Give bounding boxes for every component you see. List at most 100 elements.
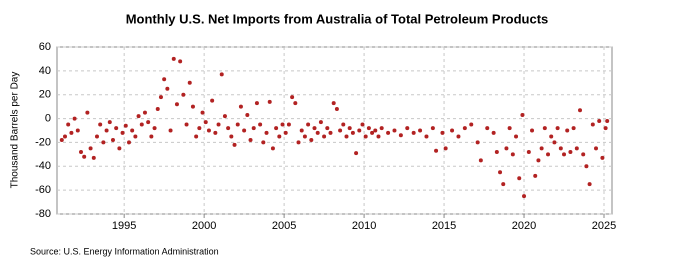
data-point [264,130,269,135]
data-point [373,128,378,133]
data-point [139,122,144,127]
y-tick-label: 40 [39,65,51,77]
data-point [315,130,320,135]
data-point [450,128,455,133]
data-point [178,59,183,64]
data-point [270,146,275,151]
data-point [571,126,576,131]
x-tick-label: 2005 [272,220,296,232]
data-point [94,134,99,139]
data-point [216,122,221,127]
data-point [334,107,339,112]
data-point [283,130,288,135]
data-point [238,104,243,109]
x-tick-label: 2015 [432,220,456,232]
data-point [290,95,295,100]
data-point [62,134,67,139]
data-point [242,128,247,133]
data-point [171,56,176,61]
data-point [155,107,160,112]
data-point [181,92,186,97]
data-point [200,110,205,115]
data-point [114,126,119,131]
data-point [210,98,215,103]
data-point [235,122,240,127]
data-point [75,128,80,133]
data-point [504,146,509,151]
data-point [555,126,560,131]
data-point [318,120,323,125]
y-tick-label: 60 [39,41,51,53]
data-point [341,122,346,127]
data-point [434,148,439,153]
data-point [66,122,71,127]
data-point [494,149,499,154]
data-point [229,134,234,139]
data-point [222,114,227,119]
data-point [187,80,192,85]
data-point [539,146,544,151]
data-point [168,128,173,133]
data-point [91,155,96,160]
data-point [312,126,317,131]
data-point [136,114,141,119]
data-point [162,77,167,82]
data-point [552,140,557,145]
data-point [203,120,208,125]
data-point [574,146,579,151]
data-point [514,134,519,139]
data-point [248,138,253,143]
data-point [254,101,259,106]
data-point [469,122,474,127]
data-point [232,142,237,147]
data-point [522,194,527,199]
data-point [274,126,279,131]
chart-title: Monthly U.S. Net Imports from Australia … [126,11,549,26]
data-point [98,122,103,127]
data-point [350,130,355,135]
data-point [226,126,231,131]
data-point [158,95,163,100]
data-point [59,138,64,143]
data-point [357,128,362,133]
y-tick-label: 20 [39,89,51,101]
data-point [398,133,403,138]
data-point [194,134,199,139]
data-point [360,122,365,127]
data-point [478,158,483,163]
data-point [542,126,547,131]
data-point [197,126,202,131]
data-point [418,128,423,133]
data-point [475,140,480,145]
data-point [370,130,375,135]
data-point [530,128,535,133]
data-point [366,126,371,131]
data-point [107,120,112,125]
x-tick-label: 2025 [592,220,616,232]
data-point [526,149,531,154]
data-point [605,118,610,123]
data-point [184,122,189,127]
source-note: Source: U.S. Energy Information Administ… [30,246,219,256]
data-point [146,120,151,125]
data-point [280,122,285,127]
data-point [424,134,429,139]
data-point [206,128,211,133]
data-point [258,122,263,127]
data-point [110,138,115,143]
data-point [152,126,157,131]
data-point [126,140,131,145]
data-point [590,122,595,127]
data-point [386,130,391,135]
data-point [498,170,503,175]
data-point [344,134,349,139]
data-point [517,176,522,181]
data-point [533,173,538,178]
data-point [491,130,496,135]
plot-frame [56,46,613,215]
data-point [594,146,599,151]
x-tick-label: 2010 [352,220,376,232]
data-point [462,126,467,131]
data-point [328,130,333,135]
data-point [69,130,74,135]
